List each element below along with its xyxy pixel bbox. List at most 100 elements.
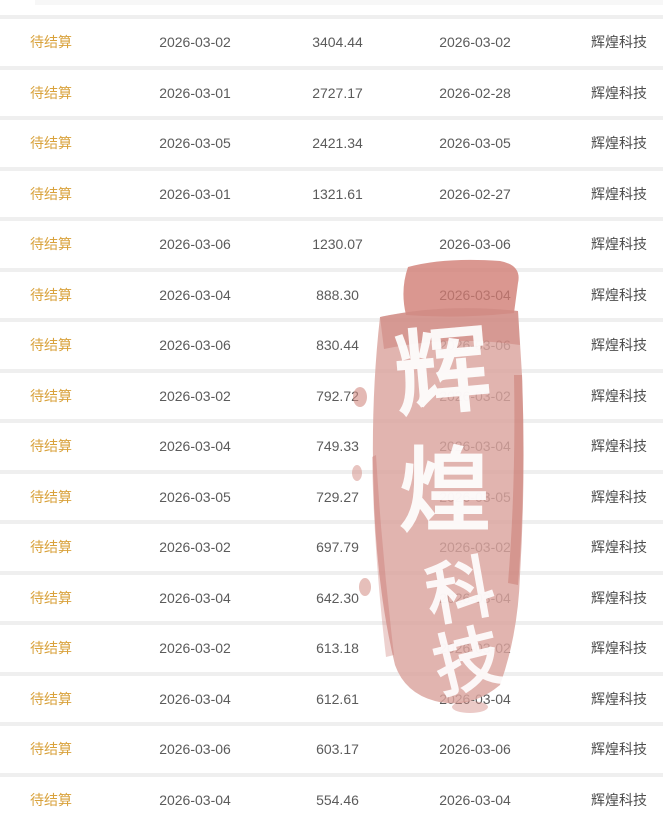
status-badge: 待结算 xyxy=(30,84,72,101)
start-date-cell: 2026-03-02 xyxy=(159,387,231,404)
status-badge: 待结算 xyxy=(30,690,72,707)
table-row[interactable]: 待结算 2026-03-05 2421.34 2026-03-05 辉煌科技 xyxy=(0,120,663,171)
end-date-cell: 2026-03-04 xyxy=(439,438,511,455)
amount-cell: 613.18 xyxy=(316,640,359,657)
company-cell: 辉煌科技 xyxy=(591,185,647,202)
end-date-cell: 2026-03-02 xyxy=(439,387,511,404)
status-badge: 待结算 xyxy=(30,438,72,455)
amount-cell: 2421.34 xyxy=(312,135,363,152)
amount-cell: 749.33 xyxy=(316,438,359,455)
table-top-divider xyxy=(0,0,663,19)
end-date-cell: 2026-03-02 xyxy=(439,539,511,556)
end-date-cell: 2026-03-02 xyxy=(439,640,511,657)
table-row[interactable]: 待结算 2026-03-06 603.17 2026-03-06 辉煌科技 xyxy=(0,726,663,777)
start-date-cell: 2026-03-02 xyxy=(159,34,231,51)
status-badge: 待结算 xyxy=(30,640,72,657)
end-date-cell: 2026-03-04 xyxy=(439,589,511,606)
table-row[interactable]: 待结算 2026-03-02 613.18 2026-03-02 辉煌科技 xyxy=(0,625,663,676)
table-row[interactable]: 待结算 2026-03-04 554.46 2026-03-04 辉煌科技 xyxy=(0,776,663,822)
start-date-cell: 2026-03-02 xyxy=(159,539,231,556)
end-date-cell: 2026-03-06 xyxy=(439,741,511,758)
company-cell: 辉煌科技 xyxy=(591,539,647,556)
company-cell: 辉煌科技 xyxy=(591,438,647,455)
amount-cell: 612.61 xyxy=(316,690,359,707)
table-row[interactable]: 待结算 2026-03-02 3404.44 2026-03-02 辉煌科技 xyxy=(0,19,663,70)
end-date-cell: 2026-03-06 xyxy=(439,337,511,354)
end-date-cell: 2026-03-04 xyxy=(439,286,511,303)
end-date-cell: 2026-02-28 xyxy=(439,84,511,101)
start-date-cell: 2026-03-04 xyxy=(159,690,231,707)
amount-cell: 792.72 xyxy=(316,387,359,404)
table-body: 待结算 2026-03-02 3404.44 2026-03-02 辉煌科技 待… xyxy=(0,19,663,822)
table-row[interactable]: 待结算 2026-03-06 830.44 2026-03-06 辉煌科技 xyxy=(0,322,663,373)
start-date-cell: 2026-03-04 xyxy=(159,438,231,455)
status-badge: 待结算 xyxy=(30,741,72,758)
amount-cell: 1230.07 xyxy=(312,236,363,253)
company-cell: 辉煌科技 xyxy=(591,84,647,101)
start-date-cell: 2026-03-05 xyxy=(159,135,231,152)
table-row[interactable]: 待结算 2026-03-04 749.33 2026-03-04 辉煌科技 xyxy=(0,423,663,474)
amount-cell: 3404.44 xyxy=(312,34,363,51)
start-date-cell: 2026-03-05 xyxy=(159,488,231,505)
amount-cell: 2727.17 xyxy=(312,84,363,101)
end-date-cell: 2026-03-02 xyxy=(439,34,511,51)
company-cell: 辉煌科技 xyxy=(591,640,647,657)
status-badge: 待结算 xyxy=(30,589,72,606)
start-date-cell: 2026-03-04 xyxy=(159,286,231,303)
status-badge: 待结算 xyxy=(30,488,72,505)
start-date-cell: 2026-03-01 xyxy=(159,185,231,202)
table-row[interactable]: 待结算 2026-03-05 729.27 2026-03-05 辉煌科技 xyxy=(0,473,663,524)
company-cell: 辉煌科技 xyxy=(591,286,647,303)
end-date-cell: 2026-03-04 xyxy=(439,690,511,707)
status-badge: 待结算 xyxy=(30,236,72,253)
end-date-cell: 2026-03-05 xyxy=(439,488,511,505)
start-date-cell: 2026-03-01 xyxy=(159,84,231,101)
status-badge: 待结算 xyxy=(30,387,72,404)
table-row[interactable]: 待结算 2026-03-02 697.79 2026-03-02 辉煌科技 xyxy=(0,524,663,575)
status-badge: 待结算 xyxy=(30,135,72,152)
company-cell: 辉煌科技 xyxy=(591,690,647,707)
table-row[interactable]: 待结算 2026-03-04 642.30 2026-03-04 辉煌科技 xyxy=(0,574,663,625)
table-row[interactable]: 待结算 2026-03-04 888.30 2026-03-04 辉煌科技 xyxy=(0,271,663,322)
end-date-cell: 2026-03-04 xyxy=(439,791,511,808)
amount-cell: 1321.61 xyxy=(312,185,363,202)
amount-cell: 830.44 xyxy=(316,337,359,354)
amount-cell: 642.30 xyxy=(316,589,359,606)
end-date-cell: 2026-03-06 xyxy=(439,236,511,253)
table-row[interactable]: 待结算 2026-03-06 1230.07 2026-03-06 辉煌科技 xyxy=(0,221,663,272)
amount-cell: 554.46 xyxy=(316,791,359,808)
previous-row-edge xyxy=(35,0,663,5)
start-date-cell: 2026-03-06 xyxy=(159,236,231,253)
status-badge: 待结算 xyxy=(30,791,72,808)
table-row[interactable]: 待结算 2026-03-04 612.61 2026-03-04 辉煌科技 xyxy=(0,675,663,726)
status-badge: 待结算 xyxy=(30,185,72,202)
table-row[interactable]: 待结算 2026-03-02 792.72 2026-03-02 辉煌科技 xyxy=(0,372,663,423)
amount-cell: 603.17 xyxy=(316,741,359,758)
status-badge: 待结算 xyxy=(30,34,72,51)
amount-cell: 729.27 xyxy=(316,488,359,505)
table-row[interactable]: 待结算 2026-03-01 2727.17 2026-02-28 辉煌科技 xyxy=(0,69,663,120)
start-date-cell: 2026-03-04 xyxy=(159,791,231,808)
company-cell: 辉煌科技 xyxy=(591,135,647,152)
start-date-cell: 2026-03-04 xyxy=(159,589,231,606)
company-cell: 辉煌科技 xyxy=(591,791,647,808)
start-date-cell: 2026-03-02 xyxy=(159,640,231,657)
start-date-cell: 2026-03-06 xyxy=(159,741,231,758)
status-badge: 待结算 xyxy=(30,337,72,354)
amount-cell: 888.30 xyxy=(316,286,359,303)
status-badge: 待结算 xyxy=(30,286,72,303)
company-cell: 辉煌科技 xyxy=(591,741,647,758)
company-cell: 辉煌科技 xyxy=(591,387,647,404)
company-cell: 辉煌科技 xyxy=(591,337,647,354)
end-date-cell: 2026-02-27 xyxy=(439,185,511,202)
end-date-cell: 2026-03-05 xyxy=(439,135,511,152)
company-cell: 辉煌科技 xyxy=(591,236,647,253)
status-badge: 待结算 xyxy=(30,539,72,556)
table-row[interactable]: 待结算 2026-03-01 1321.61 2026-02-27 辉煌科技 xyxy=(0,170,663,221)
amount-cell: 697.79 xyxy=(316,539,359,556)
company-cell: 辉煌科技 xyxy=(591,589,647,606)
company-cell: 辉煌科技 xyxy=(591,34,647,51)
start-date-cell: 2026-03-06 xyxy=(159,337,231,354)
company-cell: 辉煌科技 xyxy=(591,488,647,505)
